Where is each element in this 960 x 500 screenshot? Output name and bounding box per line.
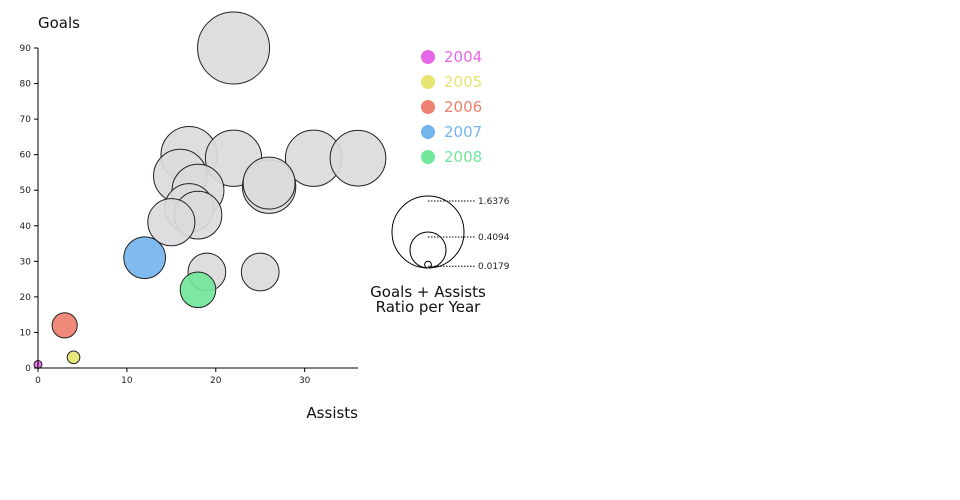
size-legend-label: 0.4094 (478, 233, 510, 243)
bubble-2007[interactable] (123, 236, 167, 280)
x-tick-label: 20 (210, 376, 222, 386)
y-tick-label: 20 (20, 293, 32, 303)
y-tick-label: 60 (20, 151, 32, 161)
legend-item-2008[interactable]: 2008 (421, 148, 482, 166)
legend-label: 2008 (444, 148, 482, 166)
legend-swatch (421, 75, 435, 89)
legend-swatch (421, 50, 435, 64)
legend-swatch (421, 125, 435, 139)
year-legend: 2004 2005 2006 2007 2008 (421, 48, 482, 166)
legend-label: 2004 (444, 48, 482, 66)
y-tick-label: 70 (20, 115, 32, 125)
y-tick-label: 40 (20, 222, 32, 232)
bubble-other[interactable] (197, 11, 271, 85)
bubble-other[interactable] (329, 129, 387, 187)
legend-label: 2007 (444, 123, 482, 141)
x-axis-title: Assists (306, 404, 358, 422)
bubble-2008[interactable] (179, 271, 217, 309)
y-axis-ticks: 0 10 20 30 40 50 60 70 80 90 (20, 44, 38, 374)
bubble-2005[interactable] (66, 350, 81, 365)
y-tick-label: 80 (20, 80, 32, 90)
legend-swatch (421, 100, 435, 114)
x-tick-label: 10 (121, 376, 133, 386)
size-legend-label: 0.0179 (478, 262, 510, 272)
bubble-2006[interactable] (51, 312, 78, 339)
size-legend-title-line1: Goals + Assists (370, 283, 486, 301)
bubble-other[interactable] (147, 198, 196, 247)
y-axis-title: Goals (38, 14, 80, 32)
size-legend-label: 1.6376 (478, 197, 510, 207)
bubble-other[interactable] (242, 156, 296, 210)
legend-item-2004[interactable]: 2004 (421, 48, 482, 66)
x-tick-label: 30 (299, 376, 311, 386)
y-tick-label: 30 (20, 257, 32, 267)
legend-item-2007[interactable]: 2007 (421, 123, 482, 141)
x-axis-ticks: 0 10 20 30 (35, 368, 311, 386)
bubble-other[interactable] (240, 252, 280, 292)
size-legend: 1.6376 0.4094 0.0179 (391, 195, 510, 272)
axes: 0 10 20 30 0 10 20 30 40 50 60 70 80 90 (20, 44, 358, 386)
plot-area (33, 11, 387, 369)
y-tick-label: 0 (25, 364, 31, 374)
y-tick-label: 10 (20, 328, 32, 338)
legend-label: 2005 (444, 73, 482, 91)
size-legend-circle (424, 260, 432, 269)
legend-item-2006[interactable]: 2006 (421, 98, 482, 116)
legend-label: 2006 (444, 98, 482, 116)
size-legend-title-line2: Ratio per Year (376, 298, 482, 316)
legend-swatch (421, 150, 435, 164)
legend-item-2005[interactable]: 2005 (421, 73, 482, 91)
x-tick-label: 0 (35, 376, 41, 386)
y-tick-label: 90 (20, 44, 32, 54)
y-tick-label: 50 (20, 186, 32, 196)
